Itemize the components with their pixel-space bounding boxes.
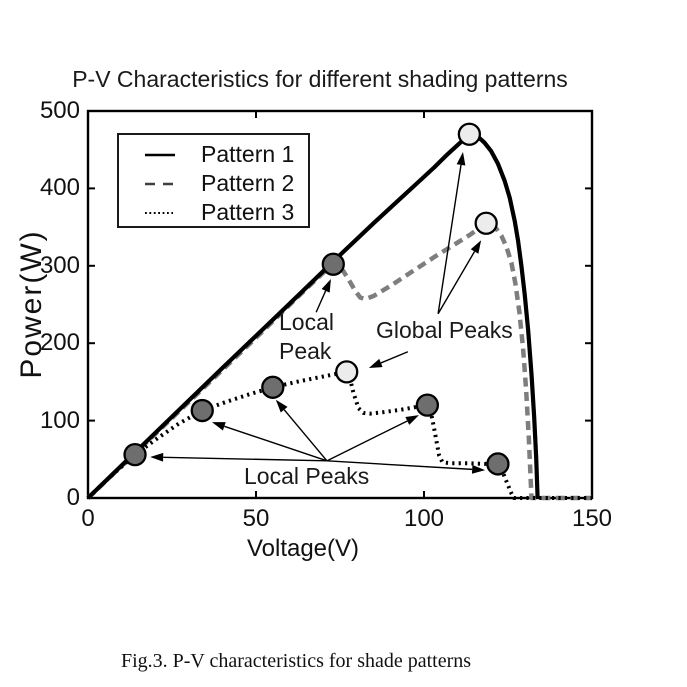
local-peak-marker (415, 393, 440, 417)
legend-row-pattern3: Pattern 3 (119, 198, 308, 227)
global-peak-marker (335, 360, 359, 384)
local-peak-marker (190, 398, 214, 423)
legend-row-pattern1: Pattern 1 (119, 140, 308, 169)
annotation-arrow-head (471, 464, 486, 474)
dotted-line-icon (145, 211, 173, 214)
y-tick-label: 300 (39, 251, 80, 279)
x-tick-label: 150 (571, 505, 613, 532)
annotation-arrow-head (470, 240, 482, 254)
x-tick-label: 0 (81, 505, 95, 532)
chart-title: P-V Characteristics for different shadin… (72, 66, 568, 92)
dashed-line-icon (145, 182, 175, 185)
annotation-arrow-head (405, 415, 419, 425)
annotation-arrow-line (163, 456, 327, 462)
legend-box: Pattern 1 Pattern 2 Pattern 3 (117, 133, 310, 228)
annotation-local-peak-line2: Peak (279, 338, 332, 364)
annotation-arrow-head (150, 452, 164, 462)
y-tick-label: 400 (39, 174, 80, 202)
y-tick-label: 200 (39, 329, 80, 357)
annotation-arrow-head (368, 358, 383, 368)
annotation-arrow-head (321, 278, 331, 293)
figure-caption: Fig.3. P-V characteristics for shade pat… (120, 650, 472, 672)
y-tick-label: 500 (39, 97, 80, 124)
annotation-arrow-line (315, 290, 327, 313)
annotation-arrow-line (437, 251, 476, 315)
global-peak-marker (474, 211, 498, 235)
x-axis-label: Voltage(V) (246, 535, 360, 562)
y-tick-label: 100 (39, 406, 80, 434)
annotation-local-peak-line1: Local (279, 309, 334, 335)
annotation-arrow-line (224, 425, 328, 462)
legend-label-pattern3: Pattern 3 (201, 199, 295, 225)
x-tick-label: 50 (242, 505, 270, 532)
legend-label-pattern2: Pattern 2 (201, 170, 295, 196)
annotation-local-peak: Local Peak (279, 308, 334, 366)
annotation-arrow-line (326, 420, 408, 462)
global-peak-marker (457, 122, 482, 146)
solid-line-icon (145, 153, 175, 156)
annotation-arrow-line (283, 409, 328, 462)
annotation-arrow-line (380, 351, 409, 364)
annotation-arrow-head (211, 422, 226, 431)
local-peak-marker (123, 443, 147, 467)
annotation-arrow-head (275, 399, 288, 413)
local-peak-marker (261, 375, 285, 399)
axes-box (86, 109, 594, 500)
annotation-local-peaks: Local Peaks (244, 463, 370, 489)
y-axis-label: Power(W) (15, 229, 48, 379)
annotation-arrow-head (456, 152, 466, 166)
legend-label-pattern1: Pattern 1 (201, 141, 295, 167)
annotation-arrow-line (326, 460, 473, 471)
local-peak-marker (486, 452, 510, 476)
local-peak-marker (321, 252, 345, 276)
x-tick-label: 100 (403, 505, 445, 532)
annotation-global-peaks: Global Peaks (376, 317, 513, 343)
legend-row-pattern2: Pattern 2 (119, 169, 308, 198)
annotation-arrow-line (437, 164, 462, 314)
y-tick-label: 0 (66, 484, 80, 511)
